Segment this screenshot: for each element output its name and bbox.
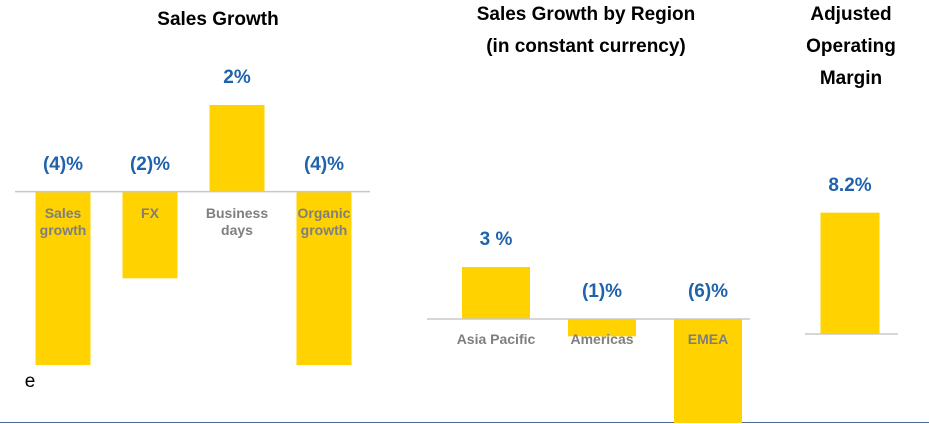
chart-title: Sales Growth by Region (in constant curr… — [476, 4, 696, 57]
chart-title: Adjusted Operating Margin — [806, 4, 896, 89]
value-label: (6)% — [687, 281, 729, 302]
value-label: (4)% — [303, 153, 345, 175]
category-label: EMEA — [687, 331, 729, 347]
annotation: e — [24, 371, 36, 392]
chart-title: Sales Growth — [157, 9, 279, 30]
bar — [296, 191, 352, 365]
category-label: Organic growth — [297, 205, 351, 238]
category-label: Sales growth — [39, 205, 87, 238]
category-label: Americas — [570, 331, 634, 347]
bar — [568, 319, 636, 337]
bar — [35, 191, 91, 365]
value-label: (4)% — [42, 153, 84, 175]
value-label: 2% — [223, 67, 251, 88]
category-label: FX — [141, 205, 159, 221]
value-label: 8.2% — [828, 174, 872, 196]
bar — [462, 267, 530, 319]
value-label: (2)% — [129, 153, 171, 175]
category-label: Business days — [205, 205, 269, 238]
bar — [674, 319, 742, 423]
value-label: (1)% — [581, 281, 623, 302]
bar — [122, 191, 178, 279]
bar — [820, 212, 880, 334]
value-label: 3 % — [479, 229, 513, 250]
category-label: Asia Pacific — [456, 331, 536, 347]
bar — [209, 105, 265, 192]
